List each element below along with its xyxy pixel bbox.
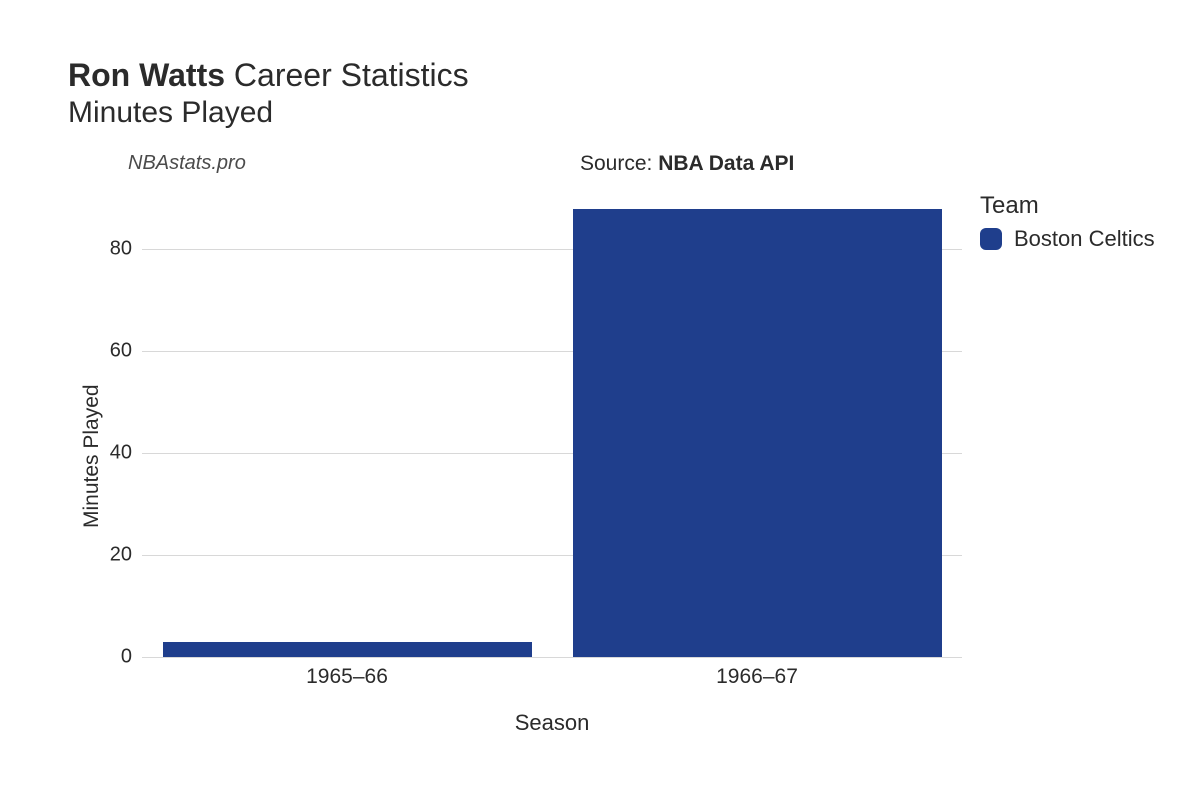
legend-title: Team [980, 192, 1200, 220]
y-tick-label: 60 [110, 340, 142, 363]
chart-title: Ron Watts Career Statistics [68, 56, 1160, 94]
title-block: Ron Watts Career Statistics Minutes Play… [68, 56, 1160, 130]
chart-stage: Minutes Played 0204060801965–661966–67 S… [60, 188, 1140, 748]
y-tick-label: 20 [110, 544, 142, 567]
source-name: NBA Data API [658, 152, 794, 175]
bar [573, 209, 942, 658]
title-suffix: Career Statistics [234, 57, 469, 93]
title-player-name: Ron Watts [68, 57, 225, 93]
chart-subtitle: Minutes Played [68, 96, 1160, 130]
site-watermark: NBAstats.pro [128, 152, 246, 175]
y-axis-label: Minutes Played [80, 385, 104, 529]
legend-label: Boston Celtics [1014, 226, 1155, 252]
legend-item: Boston Celtics [980, 226, 1200, 252]
y-tick-label: 80 [110, 238, 142, 261]
meta-row: NBAstats.pro Source: NBA Data API [60, 152, 1160, 180]
source-prefix: Source: [580, 152, 658, 175]
y-tick-label: 0 [121, 646, 142, 669]
legend-swatch [980, 228, 1002, 250]
gridline [142, 657, 962, 658]
x-tick-label: 1965–66 [306, 657, 388, 689]
y-tick-label: 40 [110, 442, 142, 465]
bar [163, 642, 532, 657]
chart-container: Ron Watts Career Statistics Minutes Play… [0, 0, 1200, 800]
x-axis-label: Season [515, 710, 590, 736]
x-tick-label: 1966–67 [716, 657, 798, 689]
legend: Team Boston Celtics [980, 192, 1200, 252]
plot-area: 0204060801965–661966–67 [142, 198, 962, 658]
source-attribution: Source: NBA Data API [580, 152, 794, 176]
